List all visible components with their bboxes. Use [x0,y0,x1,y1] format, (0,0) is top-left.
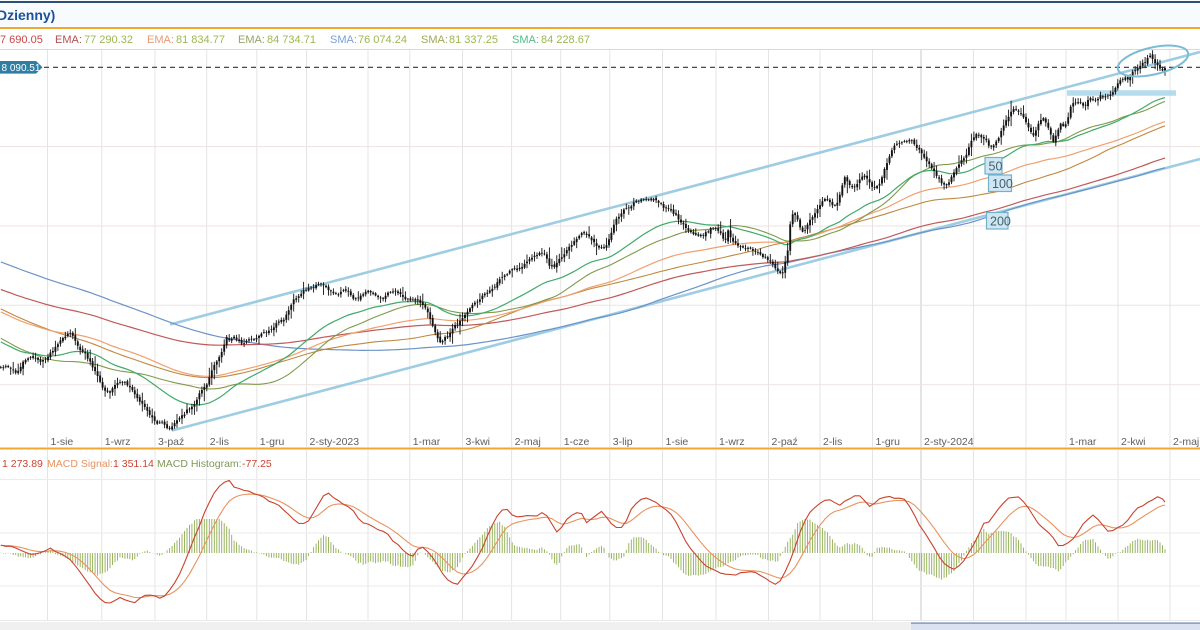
svg-text:77 290.32: 77 290.32 [84,34,133,46]
svg-text:1-sie: 1-sie [666,436,689,448]
svg-text:SMA:: SMA: [421,34,448,46]
svg-text:2-sty-2024: 2-sty-2024 [924,436,974,448]
svg-text:81 834.77: 81 834.77 [176,34,225,46]
svg-text:1-wrz: 1-wrz [105,436,131,448]
svg-text:1 351.14: 1 351.14 [113,458,154,470]
svg-text:50: 50 [989,160,1003,174]
svg-text:1-gru: 1-gru [876,436,901,448]
svg-text:76 074.24: 76 074.24 [358,34,407,46]
svg-text:Dzienny): Dzienny) [0,7,55,23]
svg-text:EMA:: EMA: [55,34,82,46]
svg-text:MACD Signal:: MACD Signal: [47,458,113,470]
svg-text:2-maj: 2-maj [1173,436,1199,448]
svg-text:2-lis: 2-lis [210,436,229,448]
svg-text:EMA:: EMA: [147,34,174,46]
svg-text:2-maj: 2-maj [515,436,541,448]
svg-text:EMA:: EMA: [238,34,265,46]
svg-text:3-kwi: 3-kwi [466,436,491,448]
svg-text:2-sty-2023: 2-sty-2023 [310,436,360,448]
svg-text:2-kwi: 2-kwi [1121,436,1146,448]
svg-text:SMA:: SMA: [330,34,357,46]
svg-text:1-mar: 1-mar [1069,436,1097,448]
svg-text:7 690.05: 7 690.05 [0,34,43,46]
svg-text:1-sie: 1-sie [51,436,74,448]
svg-text:84 228.67: 84 228.67 [541,34,590,46]
svg-text:81 337.25: 81 337.25 [449,34,498,46]
svg-text:100: 100 [992,177,1013,191]
svg-text:SMA:: SMA: [512,34,539,46]
svg-text:2-paź: 2-paź [772,436,798,448]
svg-text:MACD Histogram:: MACD Histogram: [157,458,242,470]
svg-text:-77.25: -77.25 [242,458,272,470]
svg-text:3-paź: 3-paź [158,436,184,448]
svg-text:1-gru: 1-gru [260,436,285,448]
svg-text:84 734.71: 84 734.71 [267,34,316,46]
svg-text:1-cze: 1-cze [564,436,590,448]
svg-text:2-lis: 2-lis [823,436,842,448]
svg-text:200: 200 [990,215,1011,229]
svg-text:3-lip: 3-lip [613,436,633,448]
svg-text:1 273.89: 1 273.89 [2,458,43,470]
svg-text:8 090.51: 8 090.51 [2,63,41,74]
svg-text:1-mar: 1-mar [413,436,441,448]
svg-text:1-wrz: 1-wrz [719,436,745,448]
